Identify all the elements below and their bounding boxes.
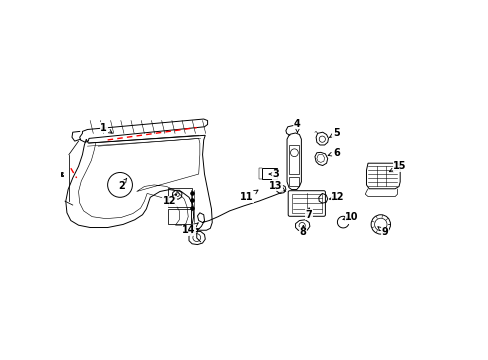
Text: 14: 14 xyxy=(182,223,198,235)
Text: 4: 4 xyxy=(293,119,300,132)
Text: 12: 12 xyxy=(329,192,344,202)
Text: 9: 9 xyxy=(377,227,387,237)
Text: 8: 8 xyxy=(299,225,306,237)
Text: 10: 10 xyxy=(342,212,358,222)
Text: 1: 1 xyxy=(100,122,112,133)
Text: 7: 7 xyxy=(305,208,312,220)
Text: 12: 12 xyxy=(163,194,177,206)
Text: 11: 11 xyxy=(240,190,258,202)
Text: 3: 3 xyxy=(269,169,279,179)
Text: 5: 5 xyxy=(329,129,339,138)
Text: 15: 15 xyxy=(388,161,406,172)
Text: 6: 6 xyxy=(327,148,339,158)
Text: 2: 2 xyxy=(118,178,126,191)
Text: 13: 13 xyxy=(269,181,285,192)
